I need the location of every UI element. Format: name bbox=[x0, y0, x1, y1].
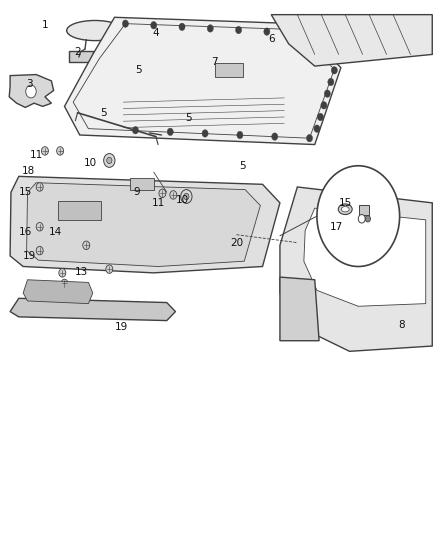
Bar bbox=[359, 205, 369, 215]
Text: 10: 10 bbox=[84, 158, 97, 168]
Text: 14: 14 bbox=[49, 227, 63, 237]
Circle shape bbox=[83, 241, 90, 249]
Text: 11: 11 bbox=[30, 150, 43, 160]
Bar bbox=[69, 51, 93, 62]
Polygon shape bbox=[27, 183, 260, 266]
Polygon shape bbox=[9, 75, 53, 108]
Text: 15: 15 bbox=[19, 187, 32, 197]
Polygon shape bbox=[280, 187, 432, 351]
Text: 15: 15 bbox=[339, 198, 352, 208]
Circle shape bbox=[170, 191, 177, 199]
Circle shape bbox=[106, 265, 113, 273]
Circle shape bbox=[122, 20, 128, 27]
Circle shape bbox=[207, 25, 213, 32]
Circle shape bbox=[61, 279, 68, 288]
Circle shape bbox=[159, 189, 166, 198]
Circle shape bbox=[318, 114, 323, 120]
Text: 2: 2 bbox=[74, 47, 81, 56]
Circle shape bbox=[358, 215, 365, 223]
Circle shape bbox=[331, 67, 337, 74]
Text: 17: 17 bbox=[330, 222, 343, 232]
Ellipse shape bbox=[67, 20, 123, 41]
Polygon shape bbox=[271, 14, 432, 66]
Circle shape bbox=[179, 23, 185, 30]
Polygon shape bbox=[10, 176, 280, 273]
Text: 18: 18 bbox=[22, 166, 35, 176]
Circle shape bbox=[57, 147, 64, 155]
Text: 20: 20 bbox=[230, 238, 243, 248]
Text: 7: 7 bbox=[212, 58, 218, 67]
Text: 5: 5 bbox=[240, 161, 246, 171]
Ellipse shape bbox=[338, 204, 352, 215]
Circle shape bbox=[365, 216, 371, 222]
Circle shape bbox=[264, 28, 270, 35]
Circle shape bbox=[317, 166, 399, 266]
Polygon shape bbox=[23, 280, 93, 304]
Circle shape bbox=[236, 26, 242, 34]
Circle shape bbox=[36, 246, 43, 255]
Bar bbox=[130, 178, 154, 190]
Bar bbox=[215, 63, 243, 77]
Text: 1: 1 bbox=[42, 20, 48, 30]
Text: 5: 5 bbox=[100, 108, 107, 118]
Circle shape bbox=[104, 154, 115, 167]
Text: 13: 13 bbox=[75, 267, 88, 277]
Circle shape bbox=[202, 130, 208, 137]
Circle shape bbox=[132, 126, 138, 134]
Text: 9: 9 bbox=[133, 187, 140, 197]
Circle shape bbox=[314, 125, 320, 132]
Text: 19: 19 bbox=[23, 251, 36, 261]
Circle shape bbox=[59, 269, 66, 277]
Text: 19: 19 bbox=[114, 322, 128, 333]
Circle shape bbox=[328, 78, 334, 86]
Text: 11: 11 bbox=[152, 198, 165, 208]
Circle shape bbox=[324, 90, 330, 98]
Bar bbox=[58, 201, 102, 220]
Circle shape bbox=[26, 85, 36, 98]
Text: 8: 8 bbox=[399, 320, 405, 330]
Circle shape bbox=[42, 147, 48, 155]
Circle shape bbox=[167, 128, 173, 135]
Circle shape bbox=[321, 102, 327, 109]
Text: 6: 6 bbox=[268, 34, 275, 44]
Circle shape bbox=[307, 134, 313, 142]
Circle shape bbox=[151, 21, 157, 29]
Circle shape bbox=[36, 183, 43, 191]
Text: 5: 5 bbox=[135, 66, 142, 75]
Circle shape bbox=[181, 190, 192, 204]
Text: 16: 16 bbox=[19, 227, 32, 237]
Circle shape bbox=[272, 133, 278, 140]
Polygon shape bbox=[280, 277, 319, 341]
Circle shape bbox=[107, 157, 112, 164]
Polygon shape bbox=[10, 298, 176, 320]
Text: 3: 3 bbox=[26, 78, 33, 88]
Ellipse shape bbox=[341, 207, 349, 212]
Circle shape bbox=[36, 222, 43, 231]
Text: 10: 10 bbox=[176, 195, 189, 205]
Text: 4: 4 bbox=[152, 28, 159, 38]
Polygon shape bbox=[304, 208, 426, 306]
Circle shape bbox=[184, 193, 189, 200]
Polygon shape bbox=[64, 17, 341, 144]
Circle shape bbox=[237, 131, 243, 139]
Text: 5: 5 bbox=[185, 113, 192, 123]
